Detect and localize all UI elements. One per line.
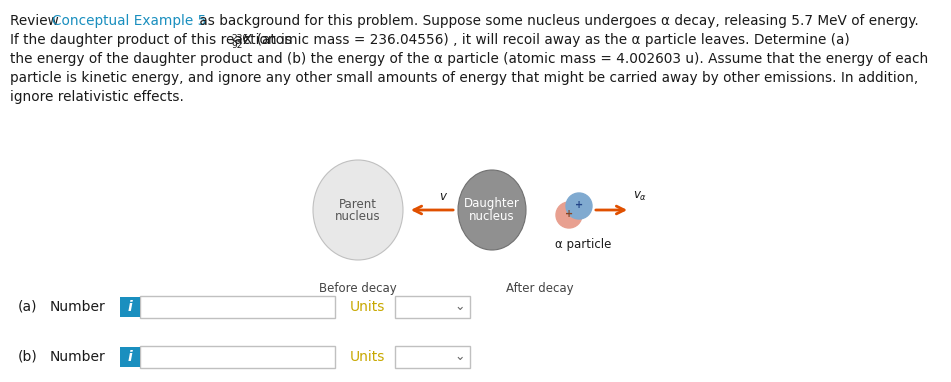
Text: ignore relativistic effects.: ignore relativistic effects. <box>10 90 184 104</box>
Text: Number: Number <box>50 300 106 314</box>
Text: as background for this problem. Suppose some nucleus undergoes α decay, releasin: as background for this problem. Suppose … <box>195 14 919 28</box>
Text: +: + <box>565 209 573 219</box>
Text: nucleus: nucleus <box>469 210 514 223</box>
Text: ⌄: ⌄ <box>455 301 465 314</box>
Text: X (atomic mass = 236.04556) , it will recoil away as the α particle leaves. Dete: X (atomic mass = 236.04556) , it will re… <box>243 33 850 47</box>
Text: Conceptual Example 5: Conceptual Example 5 <box>52 14 206 28</box>
Text: Number: Number <box>50 350 106 364</box>
Text: After decay: After decay <box>506 282 573 295</box>
FancyBboxPatch shape <box>120 297 140 317</box>
Text: (a): (a) <box>18 300 37 314</box>
Circle shape <box>566 193 592 219</box>
FancyBboxPatch shape <box>140 346 335 368</box>
FancyBboxPatch shape <box>120 347 140 367</box>
Text: particle is kinetic energy, and ignore any other small amounts of energy that mi: particle is kinetic energy, and ignore a… <box>10 71 919 85</box>
Text: Before decay: Before decay <box>320 282 397 295</box>
Text: Review: Review <box>10 14 63 28</box>
Text: ⌄: ⌄ <box>455 351 465 364</box>
Text: i: i <box>127 350 132 364</box>
Text: v: v <box>439 189 447 202</box>
Ellipse shape <box>458 170 526 250</box>
Text: If the daughter product of this reaction is: If the daughter product of this reaction… <box>10 33 297 47</box>
Circle shape <box>556 202 582 228</box>
Text: Units: Units <box>350 300 385 314</box>
Text: Daughter: Daughter <box>464 197 520 210</box>
Text: (b): (b) <box>18 350 38 364</box>
FancyBboxPatch shape <box>395 346 470 368</box>
Text: Units: Units <box>350 350 385 364</box>
Ellipse shape <box>313 160 403 260</box>
Text: i: i <box>127 300 132 314</box>
Text: 236: 236 <box>231 34 248 43</box>
FancyBboxPatch shape <box>140 296 335 318</box>
Text: 92: 92 <box>231 41 243 50</box>
Text: Parent: Parent <box>339 197 377 210</box>
Text: α particle: α particle <box>554 238 611 251</box>
FancyBboxPatch shape <box>395 296 470 318</box>
Text: nucleus: nucleus <box>335 210 380 223</box>
Text: the energy of the daughter product and (b) the energy of the α particle (atomic : the energy of the daughter product and (… <box>10 52 928 66</box>
Text: $v_\alpha$: $v_\alpha$ <box>633 189 648 202</box>
Text: +: + <box>575 200 583 210</box>
